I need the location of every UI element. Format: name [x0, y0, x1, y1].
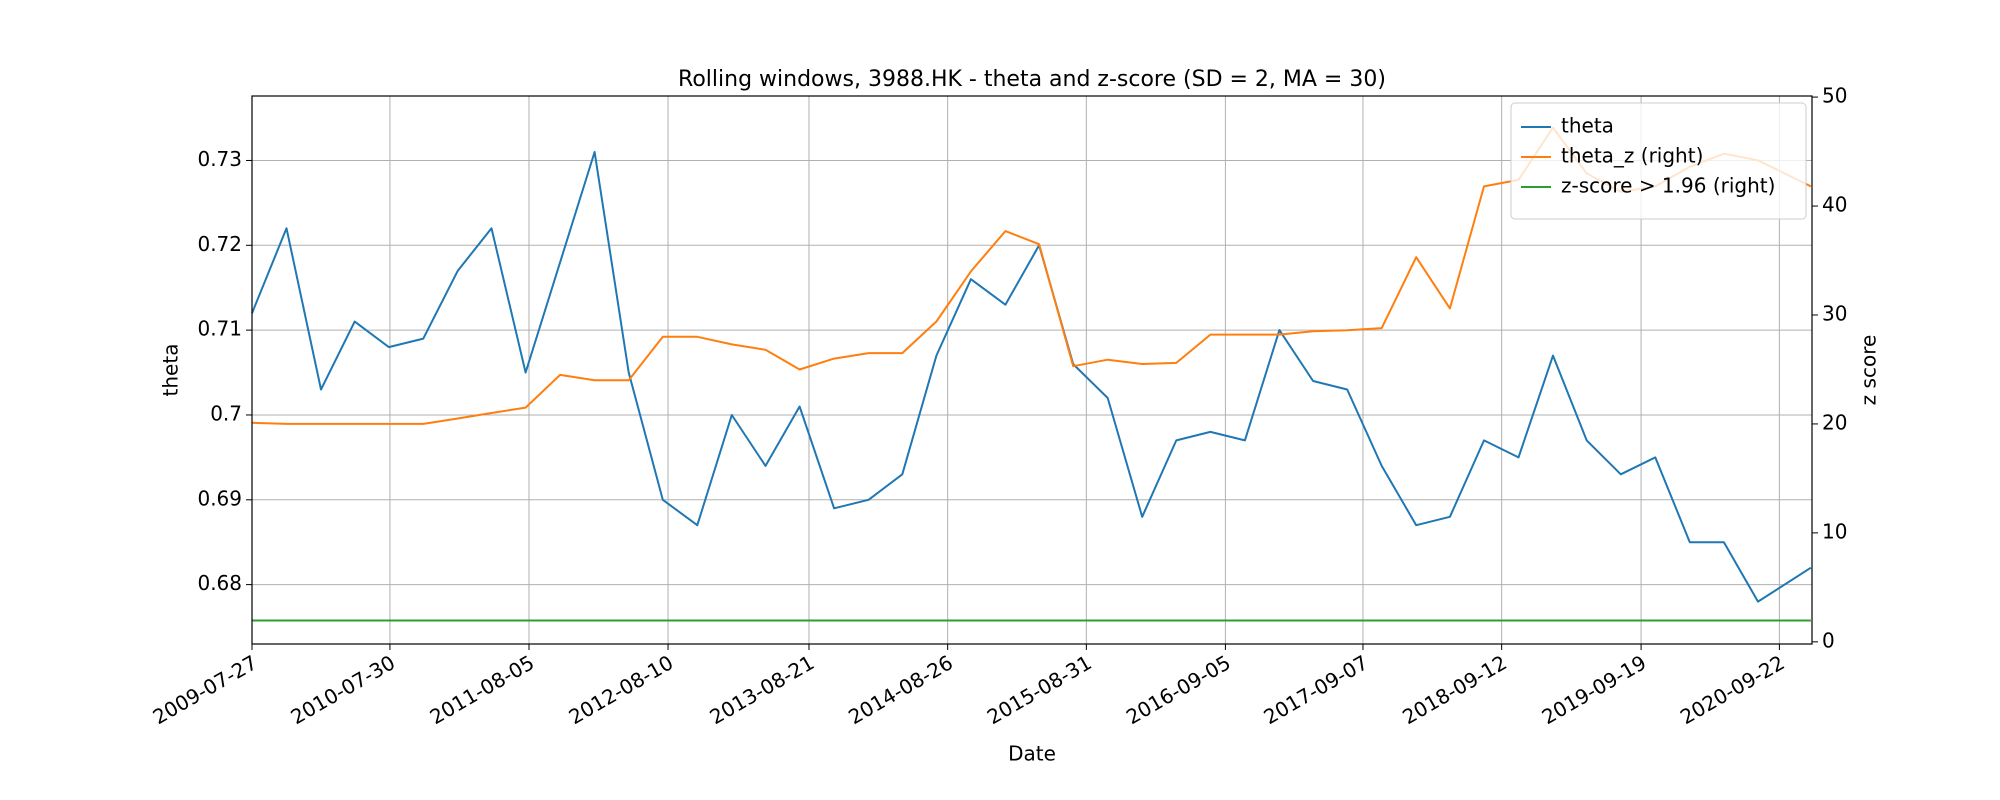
x-tick-label: 2017-09-07: [1260, 650, 1373, 729]
legend-label: theta_z (right): [1561, 144, 1703, 168]
x-tick-label: 2019-09-19: [1538, 650, 1651, 729]
y2-axis-label: z score: [1857, 335, 1881, 406]
x-tick-label: 2020-09-22: [1676, 650, 1789, 729]
y2-tick-label: 20: [1822, 410, 1847, 434]
y2-tick-label: 40: [1822, 193, 1847, 217]
y2-tick-label: 50: [1822, 84, 1847, 108]
x-tick-label: 2013-08-21: [706, 650, 819, 729]
y-tick-label: 0.72: [197, 232, 242, 256]
series-line: [251, 151, 1812, 603]
chart-title: Rolling windows, 3988.HK - theta and z-s…: [678, 67, 1386, 92]
y-tick-label: 0.68: [197, 571, 242, 595]
x-tick-label: 2011-08-05: [426, 650, 539, 729]
x-tick-label: 2012-08-10: [565, 650, 678, 729]
y2-tick-label: 30: [1822, 301, 1847, 325]
x-tick-label: 2010-07-30: [287, 650, 400, 729]
axes-frame: [251, 95, 1813, 645]
x-tick-label: 2014-08-26: [844, 650, 957, 729]
y2-tick-label: 10: [1822, 519, 1847, 543]
x-tick-label: 2015-08-31: [983, 650, 1096, 729]
x-axis-label: Date: [1008, 742, 1056, 766]
legend-label: theta: [1561, 114, 1614, 138]
y-tick-label: 0.71: [197, 317, 242, 341]
legend-box: [1510, 102, 1807, 220]
y-axis-label: theta: [159, 344, 183, 397]
y-tick-label: 0.7: [210, 401, 242, 425]
y2-tick-label: 0: [1822, 628, 1835, 652]
x-tick-label: 2018-09-12: [1398, 650, 1511, 729]
x-tick-label: 2016-09-05: [1122, 650, 1235, 729]
y-tick-label: 0.69: [197, 486, 242, 510]
x-tick-label: 2009-07-27: [149, 650, 262, 729]
y-tick-label: 0.73: [197, 147, 242, 171]
legend-label: z-score > 1.96 (right): [1561, 174, 1775, 198]
